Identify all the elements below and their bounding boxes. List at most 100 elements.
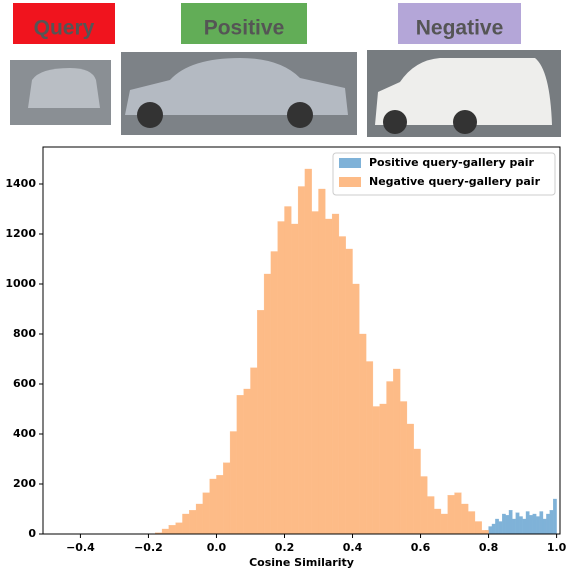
bar <box>509 510 512 534</box>
bar <box>529 515 532 534</box>
bar <box>203 493 210 534</box>
bar <box>284 207 291 535</box>
legend-text: Positive query-gallery pair <box>369 156 535 169</box>
bar <box>291 224 298 534</box>
bar <box>210 479 217 534</box>
bar <box>455 493 462 534</box>
bar <box>169 525 176 534</box>
bar <box>475 522 482 535</box>
bar <box>441 514 448 534</box>
bar <box>427 497 434 535</box>
bar <box>489 527 492 535</box>
bar <box>346 249 353 534</box>
x-tick-label: 0.8 <box>479 541 499 554</box>
bar <box>366 362 373 535</box>
legend-swatch <box>339 177 361 187</box>
bar <box>468 512 475 535</box>
bar <box>319 189 326 534</box>
bar <box>499 522 502 535</box>
x-tick-label: 0.2 <box>275 541 295 554</box>
bar <box>553 499 556 534</box>
bar <box>162 529 169 534</box>
y-tick-label: 1200 <box>5 227 36 240</box>
bar <box>421 477 428 535</box>
bar <box>325 219 332 534</box>
panel-label: Negative <box>416 17 504 40</box>
bar <box>393 369 400 534</box>
y-tick-label: 600 <box>13 377 36 390</box>
page: {"panels": [ {"label": "Query", "color":… <box>0 0 576 573</box>
bar <box>407 424 414 534</box>
x-tick-label: 0.4 <box>343 541 363 554</box>
bar <box>536 517 539 535</box>
y-tick-label: 800 <box>13 327 36 340</box>
wheel <box>287 102 313 128</box>
bar <box>540 512 543 535</box>
y-tick-label: 1400 <box>5 177 36 190</box>
bar <box>387 382 394 535</box>
bar <box>250 368 257 534</box>
wheel <box>137 102 163 128</box>
bar <box>533 514 536 534</box>
bar <box>492 524 495 534</box>
bar <box>298 187 305 535</box>
wheel <box>383 110 407 134</box>
bar <box>359 334 366 534</box>
bar <box>400 402 407 535</box>
bar <box>414 449 421 534</box>
bar <box>264 274 271 534</box>
bar <box>176 523 183 534</box>
panel-images <box>10 50 561 137</box>
bar <box>230 432 237 535</box>
bar <box>502 514 505 534</box>
car <box>28 68 100 108</box>
bar <box>546 514 549 534</box>
bar <box>448 495 455 534</box>
x-tick-label: −0.2 <box>134 541 163 554</box>
legend-text: Negative query-gallery pair <box>369 175 541 188</box>
x-tick-label: 0.0 <box>207 541 227 554</box>
bar <box>257 310 264 534</box>
y-tick-label: 400 <box>13 427 36 440</box>
bar <box>312 212 319 535</box>
bar <box>543 519 546 534</box>
bar <box>461 504 468 534</box>
bar <box>305 169 312 534</box>
x-tick-label: 0.6 <box>411 541 431 554</box>
bar <box>353 284 360 534</box>
bar <box>244 389 251 534</box>
bar <box>196 504 203 534</box>
bar <box>223 463 230 534</box>
bar <box>237 395 244 534</box>
bar <box>189 510 196 534</box>
bar <box>278 222 285 535</box>
bar <box>373 407 380 535</box>
bar <box>271 252 278 535</box>
bar <box>523 519 526 534</box>
bar <box>434 509 441 534</box>
bar <box>380 404 387 534</box>
figure: Query Positive Negative −0.4 −0.2 0.0 0.2 0.4 0.… <box>0 0 576 573</box>
panel-label: Positive <box>204 17 285 40</box>
panel-label: Query <box>34 17 95 40</box>
bar <box>526 512 529 535</box>
bar <box>512 519 515 534</box>
x-tick-label: 1.0 <box>547 541 567 554</box>
legend-swatch <box>339 158 361 168</box>
wheel <box>453 110 477 134</box>
bar <box>216 475 223 534</box>
bar <box>516 513 519 534</box>
y-tick-label: 0 <box>28 527 36 540</box>
x-axis-label: Cosine Similarity <box>249 556 354 569</box>
bar <box>519 517 522 535</box>
bar <box>339 237 346 535</box>
y-tick-label: 200 <box>13 477 36 490</box>
bar <box>182 514 189 534</box>
bar <box>332 214 339 534</box>
bar <box>482 530 489 534</box>
y-tick-label: 1000 <box>5 277 36 290</box>
bar <box>506 515 509 534</box>
bar <box>495 519 498 534</box>
bar <box>550 510 553 534</box>
x-tick-label: −0.4 <box>66 541 95 554</box>
